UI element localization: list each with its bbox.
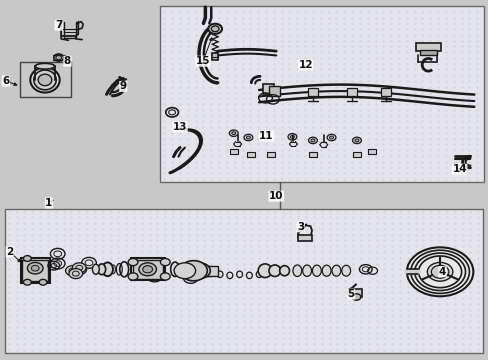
Circle shape <box>56 55 61 60</box>
Bar <box>20 62 71 97</box>
Text: 6: 6 <box>2 76 9 86</box>
Circle shape <box>287 134 296 140</box>
Circle shape <box>72 263 86 273</box>
Circle shape <box>160 273 170 280</box>
Ellipse shape <box>279 266 289 276</box>
Text: 3: 3 <box>297 222 304 232</box>
Ellipse shape <box>331 265 340 276</box>
Ellipse shape <box>98 264 105 275</box>
Bar <box>298 235 311 241</box>
Ellipse shape <box>312 265 321 276</box>
Text: 14: 14 <box>451 164 466 174</box>
Text: 7: 7 <box>55 20 62 30</box>
Circle shape <box>427 262 452 281</box>
Text: 2: 2 <box>6 247 13 257</box>
Circle shape <box>54 54 63 61</box>
Circle shape <box>160 258 170 266</box>
Circle shape <box>23 279 31 285</box>
Bar <box>367 149 375 154</box>
Bar <box>131 258 165 280</box>
Text: 5: 5 <box>347 289 354 299</box>
Circle shape <box>65 266 79 276</box>
Ellipse shape <box>35 63 55 69</box>
Ellipse shape <box>302 265 311 276</box>
Circle shape <box>290 135 294 138</box>
Circle shape <box>244 134 252 141</box>
Circle shape <box>174 263 195 279</box>
Ellipse shape <box>258 264 271 278</box>
Circle shape <box>23 256 31 261</box>
Circle shape <box>229 130 238 136</box>
Bar <box>5 209 482 353</box>
Circle shape <box>308 137 317 144</box>
Text: 1: 1 <box>45 198 52 208</box>
Bar <box>346 88 356 96</box>
Bar <box>195 266 210 276</box>
Bar <box>350 289 361 297</box>
Text: 9: 9 <box>120 81 126 91</box>
Text: 10: 10 <box>268 191 283 201</box>
Bar <box>307 88 317 96</box>
Ellipse shape <box>341 265 350 276</box>
Bar <box>22 260 48 281</box>
Circle shape <box>208 24 222 34</box>
Bar <box>308 152 316 157</box>
Circle shape <box>310 139 314 142</box>
Circle shape <box>406 247 472 296</box>
Circle shape <box>39 279 47 285</box>
Circle shape <box>211 26 219 32</box>
Circle shape <box>231 132 235 135</box>
Circle shape <box>31 265 39 271</box>
Text: 11: 11 <box>259 131 273 141</box>
Circle shape <box>354 139 358 142</box>
Bar <box>266 152 274 157</box>
Circle shape <box>352 137 361 144</box>
Ellipse shape <box>268 265 280 276</box>
Ellipse shape <box>102 262 113 276</box>
Bar <box>133 260 163 279</box>
Text: 13: 13 <box>172 122 187 132</box>
Circle shape <box>188 263 210 279</box>
Text: 12: 12 <box>298 60 312 70</box>
Text: 15: 15 <box>195 56 210 66</box>
Bar <box>212 53 218 60</box>
Circle shape <box>69 269 82 279</box>
Ellipse shape <box>34 70 56 90</box>
Bar <box>247 152 255 157</box>
Circle shape <box>128 258 138 266</box>
Circle shape <box>27 262 43 274</box>
Ellipse shape <box>38 74 52 86</box>
Circle shape <box>246 136 250 139</box>
Bar <box>20 258 50 283</box>
Bar <box>419 50 436 55</box>
Circle shape <box>351 294 360 300</box>
Text: 8: 8 <box>64 56 71 66</box>
Bar <box>415 43 440 51</box>
Bar <box>352 152 360 157</box>
Text: 4: 4 <box>438 267 446 277</box>
Circle shape <box>430 265 448 278</box>
Circle shape <box>329 136 333 139</box>
Ellipse shape <box>30 67 60 93</box>
Circle shape <box>142 266 152 273</box>
Circle shape <box>180 261 207 281</box>
Ellipse shape <box>92 264 99 274</box>
Bar <box>202 266 218 276</box>
Ellipse shape <box>322 265 330 276</box>
Bar <box>381 88 390 96</box>
Circle shape <box>326 134 335 141</box>
Bar <box>268 86 279 96</box>
Bar <box>160 6 483 182</box>
Bar <box>229 149 237 154</box>
Circle shape <box>139 263 156 276</box>
Bar <box>263 84 273 94</box>
Ellipse shape <box>292 265 301 276</box>
Circle shape <box>128 273 138 280</box>
